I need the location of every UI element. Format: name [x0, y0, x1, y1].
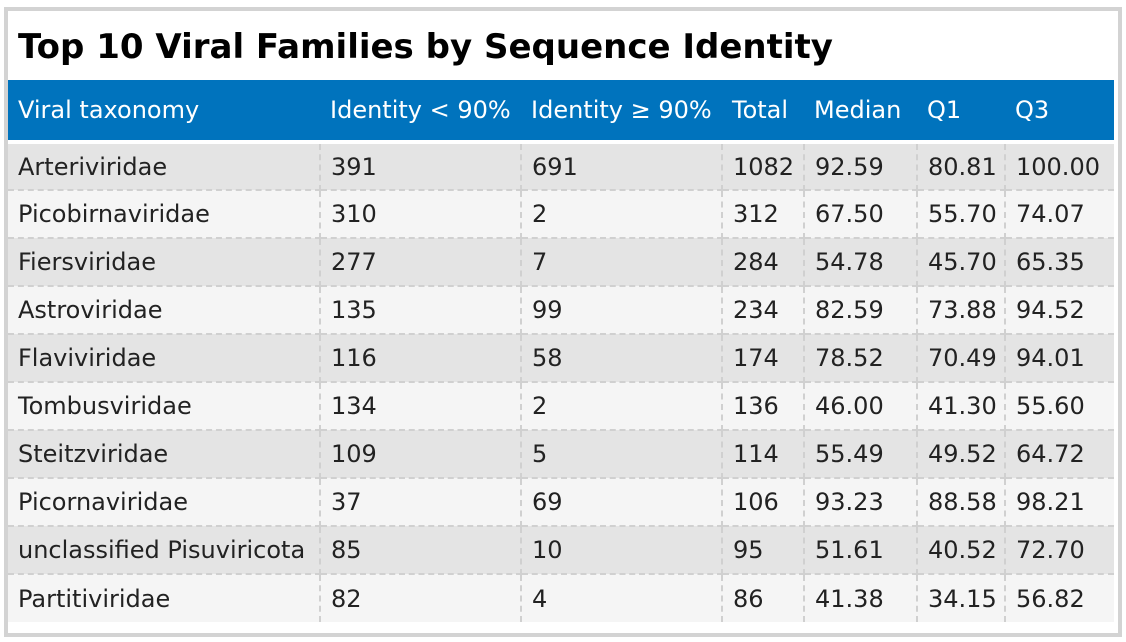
cell-identity-at-least-90: 10 [521, 526, 723, 575]
column-header-total: Total [732, 96, 789, 124]
cell-q3: 98.21 [1005, 478, 1114, 527]
cell-q3: 94.52 [1005, 286, 1114, 335]
cell-identity-at-least-90: 2 [521, 382, 723, 431]
cell-viral-taxonomy: Steitzviridae [8, 430, 321, 479]
cell-median: 67.50 [804, 190, 918, 239]
cell-total: 95 [722, 526, 805, 575]
cell-viral-taxonomy: Fiersviridae [8, 238, 321, 287]
cell-total: 234 [722, 286, 805, 335]
cell-viral-taxonomy: Partitiviridae [8, 574, 321, 622]
cell-median: 92.59 [804, 140, 918, 191]
cell-identity-below-90: 134 [320, 382, 522, 431]
column-header-identity-below-90: Identity < 90% [330, 96, 511, 124]
column-header-q3: Q3 [1015, 96, 1050, 124]
cell-identity-below-90: 116 [320, 334, 522, 383]
cell-identity-at-least-90: 5 [521, 430, 723, 479]
cell-total: 284 [722, 238, 805, 287]
cell-q1: 40.52 [917, 526, 1006, 575]
cell-total: 114 [722, 430, 805, 479]
viral-families-table: Viral taxonomy Identity < 90% Identity ≥… [8, 80, 1114, 622]
table-body: Arteriviridae 391 691 1082 92.59 80.81 1… [8, 140, 1114, 622]
cell-viral-taxonomy: Tombusviridae [8, 382, 321, 431]
cell-viral-taxonomy: Flaviviridae [8, 334, 321, 383]
cell-q3: 64.72 [1005, 430, 1114, 479]
cell-identity-below-90: 37 [320, 478, 522, 527]
cell-median: 46.00 [804, 382, 918, 431]
cell-identity-at-least-90: 4 [521, 574, 723, 622]
cell-identity-at-least-90: 2 [521, 190, 723, 239]
cell-q1: 70.49 [917, 334, 1006, 383]
cell-total: 106 [722, 478, 805, 527]
cell-q3: 65.35 [1005, 238, 1114, 287]
cell-median: 78.52 [804, 334, 918, 383]
cell-identity-at-least-90: 58 [521, 334, 723, 383]
cell-total: 1082 [722, 140, 805, 191]
cell-viral-taxonomy: Arteriviridae [8, 140, 321, 191]
cell-identity-at-least-90: 99 [521, 286, 723, 335]
cell-identity-below-90: 391 [320, 140, 522, 191]
cell-q3: 72.70 [1005, 526, 1114, 575]
cell-median: 41.38 [804, 574, 918, 622]
table-row: Tombusviridae 134 2 136 46.00 41.30 55.6… [8, 382, 1114, 431]
cell-identity-below-90: 82 [320, 574, 522, 622]
header-row: Viral taxonomy Identity < 90% Identity ≥… [8, 80, 1114, 142]
cell-identity-below-90: 109 [320, 430, 522, 479]
cell-q1: 80.81 [917, 140, 1006, 191]
cell-viral-taxonomy: Astroviridae [8, 286, 321, 335]
column-header-viral-taxonomy: Viral taxonomy [18, 96, 200, 124]
table-row: Arteriviridae 391 691 1082 92.59 80.81 1… [8, 140, 1114, 191]
cell-q3: 56.82 [1016, 584, 1085, 613]
table-row: Partitiviridae 82 4 86 41.38 34.15 56.82 [8, 574, 1114, 622]
cell-q3: 100.00 [1005, 140, 1114, 191]
cell-median: 51.61 [804, 526, 918, 575]
cell-q3: 94.01 [1005, 334, 1114, 383]
cell-identity-below-90: 135 [320, 286, 522, 335]
cell-identity-below-90: 277 [320, 238, 522, 287]
column-header-q1: Q1 [927, 96, 962, 124]
cell-identity-at-least-90: 69 [521, 478, 723, 527]
cell-median: 93.23 [804, 478, 918, 527]
table-row: Flaviviridae 116 58 174 78.52 70.49 94.0… [8, 334, 1114, 383]
table-row: unclassified Pisuviricota 85 10 95 51.61… [8, 526, 1114, 575]
cell-q1: 41.30 [917, 382, 1006, 431]
cell-total: 136 [722, 382, 805, 431]
column-header-median: Median [814, 96, 902, 124]
table-row: Picornaviridae 37 69 106 93.23 88.58 98.… [8, 478, 1114, 527]
cell-q1: 73.88 [917, 286, 1006, 335]
column-header-identity-at-least-90: Identity ≥ 90% [531, 96, 712, 124]
cell-total: 86 [722, 574, 805, 622]
table-header: Viral taxonomy Identity < 90% Identity ≥… [8, 80, 1114, 142]
cell-viral-taxonomy: unclassified Pisuviricota [8, 526, 321, 575]
cell-viral-taxonomy: Picornaviridae [8, 478, 321, 527]
cell-viral-taxonomy: Picobirnaviridae [8, 190, 321, 239]
table-row: Steitzviridae 109 5 114 55.49 49.52 64.7… [8, 430, 1114, 479]
cell-median: 55.49 [804, 430, 918, 479]
table-row: Picobirnaviridae 310 2 312 67.50 55.70 7… [8, 190, 1114, 239]
cell-q1: 55.70 [917, 190, 1006, 239]
cell-total: 312 [722, 190, 805, 239]
cell-q3: 74.07 [1005, 190, 1114, 239]
table-row: Astroviridae 135 99 234 82.59 73.88 94.5… [8, 286, 1114, 335]
cell-median: 54.78 [804, 238, 918, 287]
table-title: Top 10 Viral Families by Sequence Identi… [18, 27, 833, 67]
cell-q1: 49.52 [917, 430, 1006, 479]
cell-identity-below-90: 85 [320, 526, 522, 575]
cell-identity-at-least-90: 7 [521, 238, 723, 287]
cell-q3: 55.60 [1005, 382, 1114, 431]
cell-q1: 88.58 [917, 478, 1006, 527]
cell-q1: 34.15 [917, 574, 1006, 622]
cell-identity-at-least-90: 691 [521, 140, 723, 191]
cell-total: 174 [722, 334, 805, 383]
table-row: Fiersviridae 277 7 284 54.78 45.70 65.35 [8, 238, 1114, 287]
cell-identity-below-90: 310 [320, 190, 522, 239]
cell-q1: 45.70 [917, 238, 1006, 287]
cell-median: 82.59 [804, 286, 918, 335]
